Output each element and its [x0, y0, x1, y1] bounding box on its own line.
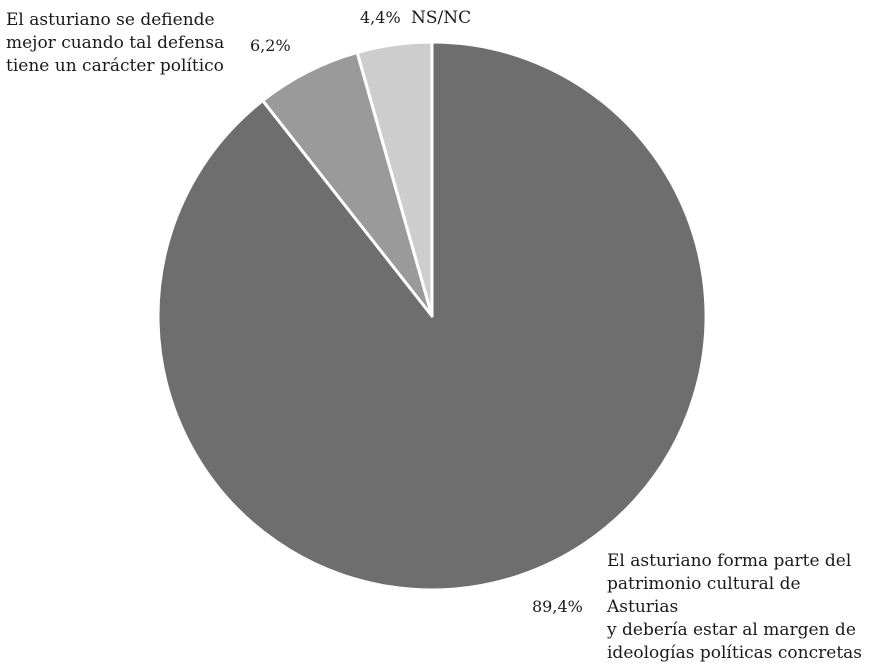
slice-label-main: El asturiano forma parte del patrimonio …: [607, 551, 863, 663]
slice-nsnc: [355, 40, 434, 318]
value-label-main: 89,4%: [532, 597, 583, 616]
value-label-nsnc: 4,4%: [360, 8, 401, 27]
pie-chart: [156, 40, 708, 592]
value-label-political: 6,2%: [250, 36, 291, 55]
slice-label-nsnc: NS/NC: [411, 8, 472, 28]
slice-label-political: El asturiano se defiende mejor cuando ta…: [6, 10, 225, 76]
